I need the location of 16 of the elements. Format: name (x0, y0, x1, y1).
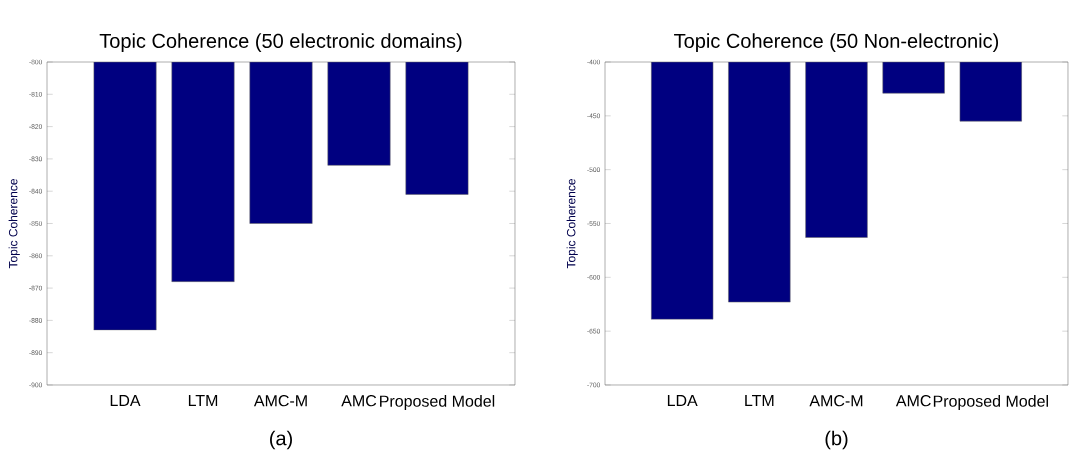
x-tick-label: LTM (745, 395, 774, 407)
x-tick-label: AMC (341, 395, 377, 407)
x-tick-label: Proposed Model (933, 395, 1048, 410)
x-tick-label: LDA (110, 395, 141, 407)
x-tick-label: AMC-M (809, 395, 863, 407)
x-tick-label: Proposed Model (380, 395, 495, 410)
x-tick-label: AMC (895, 395, 931, 407)
x-tick-label: LDA (667, 395, 698, 407)
chart-title: Topic Coherence (50 electronic domains) (99, 33, 462, 52)
text: (b) (825, 430, 848, 450)
chart-title: Topic Coherence (50 Non-electronic) (674, 33, 999, 52)
x-tick-label: LTM (188, 395, 218, 407)
x-tick-label: AMC-M (253, 395, 307, 407)
y-axis-title: Topic Coherence (8, 179, 20, 269)
text: (a) (270, 430, 292, 450)
y-axis-title: Topic Coherence (566, 179, 578, 269)
